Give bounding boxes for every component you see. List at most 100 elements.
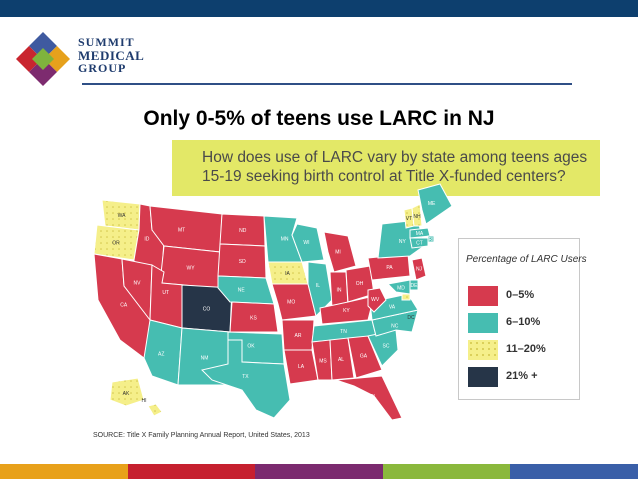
state-label-az: AZ [158,351,164,357]
map-heading-banner [172,140,600,196]
state-label-mt: MT [178,228,185,234]
state-wv [367,287,387,313]
state-ks [229,301,279,333]
footer-segment [510,464,638,479]
state-label-ak: AK [123,391,130,397]
summit-logo [16,32,70,86]
top-bar [0,0,638,17]
state-label-ma: MA [416,231,424,237]
legend-label: 6–10% [506,316,541,328]
state-label-nc: NC [391,324,399,330]
state-label-sc: SC [383,344,390,350]
legend-label: 11–20% [506,343,546,355]
legend-item-3: 21% + [468,367,578,387]
state-label-de: DE [411,283,419,289]
state-label-or: OR [112,240,120,246]
states-layer [93,183,453,420]
slide-title: Only 0-5% of teens use LARC in NJ [143,107,495,130]
legend-swatch [468,286,498,306]
state-wi [291,223,325,263]
state-label-ct: CT [416,241,423,247]
brand-line1: SUMMIT [78,35,135,49]
state-label-va: VA [389,305,396,311]
footer-color-bar [0,464,638,479]
state-label-al: AL [338,357,344,363]
source-note: SOURCE: Title X Family Planning Annual R… [93,432,310,439]
state-label-ri: RI [429,237,434,243]
legend-swatch [468,313,498,333]
footer-segment [255,464,384,479]
state-label-dc: DC [407,315,415,321]
legend-item-2: 11–20% [468,340,578,360]
state-tx [201,339,291,419]
state-me [417,183,453,225]
header-rule [82,83,572,85]
legend-title: Percentage of LARC Users [466,254,587,265]
footer-segment [127,464,257,479]
brand-line3: GROUP [78,61,127,75]
state-label-il: IL [316,283,320,289]
state-labels-layer: WA OR CA ID NV MT WY UT AZ CO NM ND SD NE KS OK TX MN IA MO… [112,201,436,404]
state-mo [271,283,317,321]
state-label-ut: UT [162,290,169,296]
state-mi [323,231,357,273]
state-label-nv: NV [134,281,142,287]
state-label-vt: VT [406,216,412,222]
state-label-pa: PA [386,265,393,271]
state-label-ia: IA [285,271,290,277]
us-choropleth-map: WA OR CA ID NV MT WY UT AZ CO NM ND SD NE KS OK TX MN IA MO… [93,183,453,420]
state-ct [409,237,429,249]
legend-item-1: 6–10% [468,313,578,333]
brand-wordmark: SUMMIT MEDICAL GROUP [78,36,144,75]
state-label-wa: WA [118,213,127,219]
state-label-co: CO [203,306,211,312]
legend-label: 0–5% [506,289,535,301]
state-fl [335,375,403,420]
state-label-nm: NM [201,356,209,362]
state-label-ok: OK [247,343,255,349]
state-label-ne: NE [238,288,246,294]
state-label-tx: TX [242,374,249,380]
state-label-nj: NJ [416,267,423,273]
state-label-oh: OH [356,281,364,287]
map-heading: How does use of LARC vary by state among… [202,149,588,185]
state-label-ks: KS [250,316,257,322]
legend-swatch [468,340,498,360]
state-label-mi: MI [335,250,341,256]
state-label-ms: MS [319,359,327,365]
state-label-me: ME [428,201,436,207]
state-label-wi: WI [303,240,309,246]
state-label-nh: NH [413,214,421,220]
state-label-sd: SD [239,259,246,265]
state-nj [411,257,427,281]
state-label-mo: MO [287,300,295,306]
state-label-md: MD [397,286,405,292]
state-label-ga: GA [360,354,368,360]
logo-diamond-purple [29,58,57,86]
state-ga [347,335,383,379]
state-label-hi: HI [142,398,147,404]
state-nh [411,203,423,227]
state-label-ca: CA [120,303,128,309]
state-dc [401,293,411,301]
footer-segment [0,464,129,479]
state-label-tn: TN [340,329,347,335]
state-label-la: LA [298,364,305,370]
state-label-nd: ND [239,228,247,234]
state-label-in: IN [337,288,342,294]
state-label-id: ID [144,237,149,243]
state-label-ny: NY [399,239,407,245]
state-hi [147,403,163,417]
state-ak [109,377,145,407]
state-label-fl: FL [370,394,376,400]
state-label-ky: KY [343,308,350,314]
legend-swatch [468,367,498,387]
legend-label: 21% + [506,370,538,382]
legend-item-0: 0–5% [468,286,578,306]
brand-line2: MEDICAL [78,48,145,63]
state-label-ar: AR [295,333,302,339]
state-label-wv: WV [371,297,380,303]
state-label-mn: MN [281,237,289,243]
state-label-wy: WY [186,265,195,271]
state-az [143,319,183,386]
